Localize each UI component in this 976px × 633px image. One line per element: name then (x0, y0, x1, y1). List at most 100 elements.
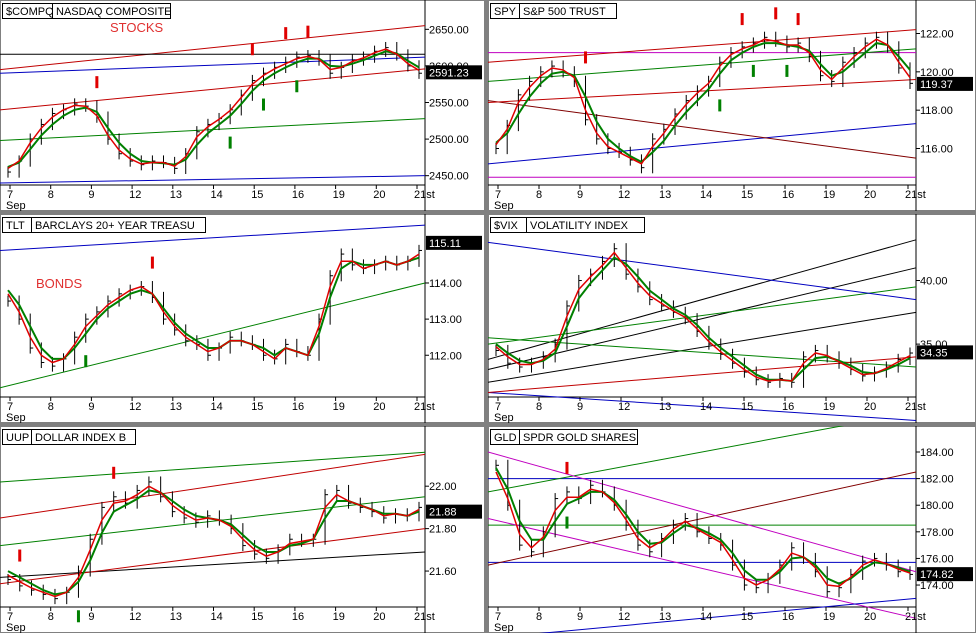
sell-signal-mark (112, 466, 116, 479)
x-tick-label: 13 (659, 189, 671, 201)
x-tick-label: 20 (373, 401, 385, 413)
title-box (52, 3, 171, 19)
ma-fast-line (495, 251, 911, 382)
x-tick-label: 20 (864, 611, 876, 623)
y-tick-label: 2450.00 (429, 171, 469, 183)
symbol-label: SPY (494, 6, 517, 18)
y-tick-label: 174.00 (920, 580, 954, 592)
buy-signal-mark (751, 64, 755, 77)
x-tick-label: 8 (536, 189, 542, 201)
x-tick-label: 7 (7, 401, 13, 413)
y-tick-label: 118.00 (920, 105, 953, 117)
x-tick-label: 13 (170, 189, 182, 201)
y-tick-label: 116.00 (920, 144, 953, 156)
x-tick-label: 20 (373, 189, 385, 201)
x-tick-label: 14 (211, 611, 223, 623)
last-price-label: 115.11 (429, 238, 461, 250)
x-tick-label: 16 (782, 401, 794, 413)
trendline-0 (0, 282, 426, 389)
symbol-label: UUP (6, 432, 29, 444)
x-axis-month: Sep (494, 200, 514, 211)
x-tick-label: 14 (211, 401, 223, 413)
trendline-1 (0, 224, 426, 251)
last-price-box (917, 76, 973, 91)
chart-panel-tlt: 112.00 113.00 114.00 115.11 7 8 9 12 13 14 15 16 19 2… (0, 214, 485, 423)
x-axis-month: Sep (6, 200, 26, 211)
x-tick-label: 19 (333, 401, 345, 413)
sell-signal-mark (565, 461, 569, 474)
trendline-0 (0, 551, 426, 578)
x-tick-label: 21st (414, 401, 435, 413)
trendline-2 (0, 496, 426, 547)
trendline-4 (488, 48, 917, 82)
chart-panel-compq: 2450.002500.002550.002600.002650.002591.… (0, 0, 485, 211)
x-tick-label: 16 (782, 189, 794, 201)
chart-panel-spy: 116.00 118.00 120.00 122.00 119.37 7 8 9 12 13 14 1… (488, 0, 976, 211)
buy-signal-mark (228, 136, 232, 149)
panel-frame (488, 426, 976, 633)
chart-annotation: STOCKS (110, 20, 164, 35)
sell-signal-mark (150, 256, 154, 269)
x-tick-label: 13 (170, 611, 182, 623)
trendline-4 (488, 471, 917, 566)
trendline-0 (488, 267, 917, 371)
y-tick-label: 114.00 (429, 278, 462, 290)
buy-signal-mark (785, 64, 789, 77)
sell-signal-mark (584, 51, 588, 64)
trendline-7 (539, 597, 917, 633)
trendline-3 (0, 68, 426, 111)
buy-signal-mark (76, 610, 80, 623)
trendline-2 (488, 311, 917, 383)
x-tick-label: 7 (7, 611, 13, 623)
sell-signal-mark (774, 7, 778, 20)
x-tick-label: 14 (700, 401, 712, 413)
x-tick-label: 15 (251, 401, 263, 413)
sell-signal-mark (18, 549, 22, 562)
x-tick-label: 8 (48, 189, 54, 201)
x-tick-label: 20 (864, 401, 876, 413)
panel-frame (488, 214, 976, 423)
horizontal-divider-1 (0, 211, 976, 214)
x-tick-label: 8 (536, 611, 542, 623)
x-tick-label: 16 (292, 611, 304, 623)
x-tick-label: 12 (129, 189, 141, 201)
trendline-3 (0, 453, 426, 519)
x-tick-label: 19 (823, 611, 835, 623)
y-tick-label: 2500.00 (429, 134, 469, 146)
trendline-3 (488, 426, 845, 493)
x-tick-label: 21st (414, 611, 435, 623)
sell-signal-mark (95, 76, 99, 89)
y-tick-label: 184.00 (920, 447, 954, 459)
x-tick-label: 9 (577, 401, 583, 413)
x-axis-month: Sep (6, 412, 26, 423)
x-tick-label: 16 (782, 611, 794, 623)
x-tick-label: 8 (48, 401, 54, 413)
x-tick-label: 12 (129, 611, 141, 623)
buy-signal-mark (295, 80, 299, 93)
x-tick-label: 13 (170, 401, 182, 413)
chart-title: DOLLAR INDEX B (35, 432, 126, 444)
x-tick-label: 12 (618, 611, 630, 623)
buy-signal-mark (565, 516, 569, 529)
x-tick-label: 15 (741, 189, 753, 201)
ma-slow-line (7, 50, 420, 168)
x-tick-label: 21st (905, 189, 926, 201)
ma-fast-line (495, 471, 911, 588)
y-tick-label: 120.00 (920, 67, 954, 79)
x-tick-label: 8 (48, 611, 54, 623)
x-tick-label: 12 (618, 189, 630, 201)
symbol-label: TLT (6, 220, 25, 232)
buy-signal-mark (261, 98, 265, 111)
x-tick-label: 19 (333, 189, 345, 201)
x-axis-month: Sep (6, 622, 26, 633)
trendline-4 (0, 25, 426, 71)
y-tick-label: 112.00 (429, 350, 462, 362)
x-axis-month: Sep (494, 412, 514, 423)
x-tick-label: 15 (251, 189, 263, 201)
y-tick-label: 122.00 (920, 29, 954, 41)
chart-panel-gld: 174.00 176.00 178.00 180.00 182.00 184.00 174.… (488, 426, 976, 633)
trendline-6 (488, 391, 917, 421)
last-price-label: 34.35 (920, 347, 948, 359)
